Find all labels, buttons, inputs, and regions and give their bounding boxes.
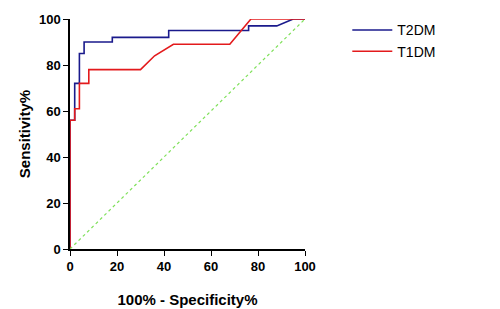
svg-text:60: 60 (204, 259, 218, 274)
svg-text:80: 80 (251, 259, 265, 274)
svg-text:T2DM: T2DM (397, 22, 435, 38)
svg-text:40: 40 (46, 150, 60, 165)
svg-text:80: 80 (46, 58, 60, 73)
svg-text:40: 40 (157, 259, 171, 274)
svg-text:20: 20 (110, 259, 124, 274)
svg-text:0: 0 (53, 242, 60, 257)
svg-text:100% - Specificity%: 100% - Specificity% (117, 291, 257, 308)
svg-text:Sensitivity%: Sensitivity% (16, 90, 33, 178)
svg-text:20: 20 (46, 196, 60, 211)
svg-text:0: 0 (66, 259, 73, 274)
svg-text:T1DM: T1DM (397, 44, 435, 60)
svg-text:100: 100 (294, 259, 316, 274)
svg-text:100: 100 (39, 12, 61, 27)
svg-text:60: 60 (46, 104, 60, 119)
